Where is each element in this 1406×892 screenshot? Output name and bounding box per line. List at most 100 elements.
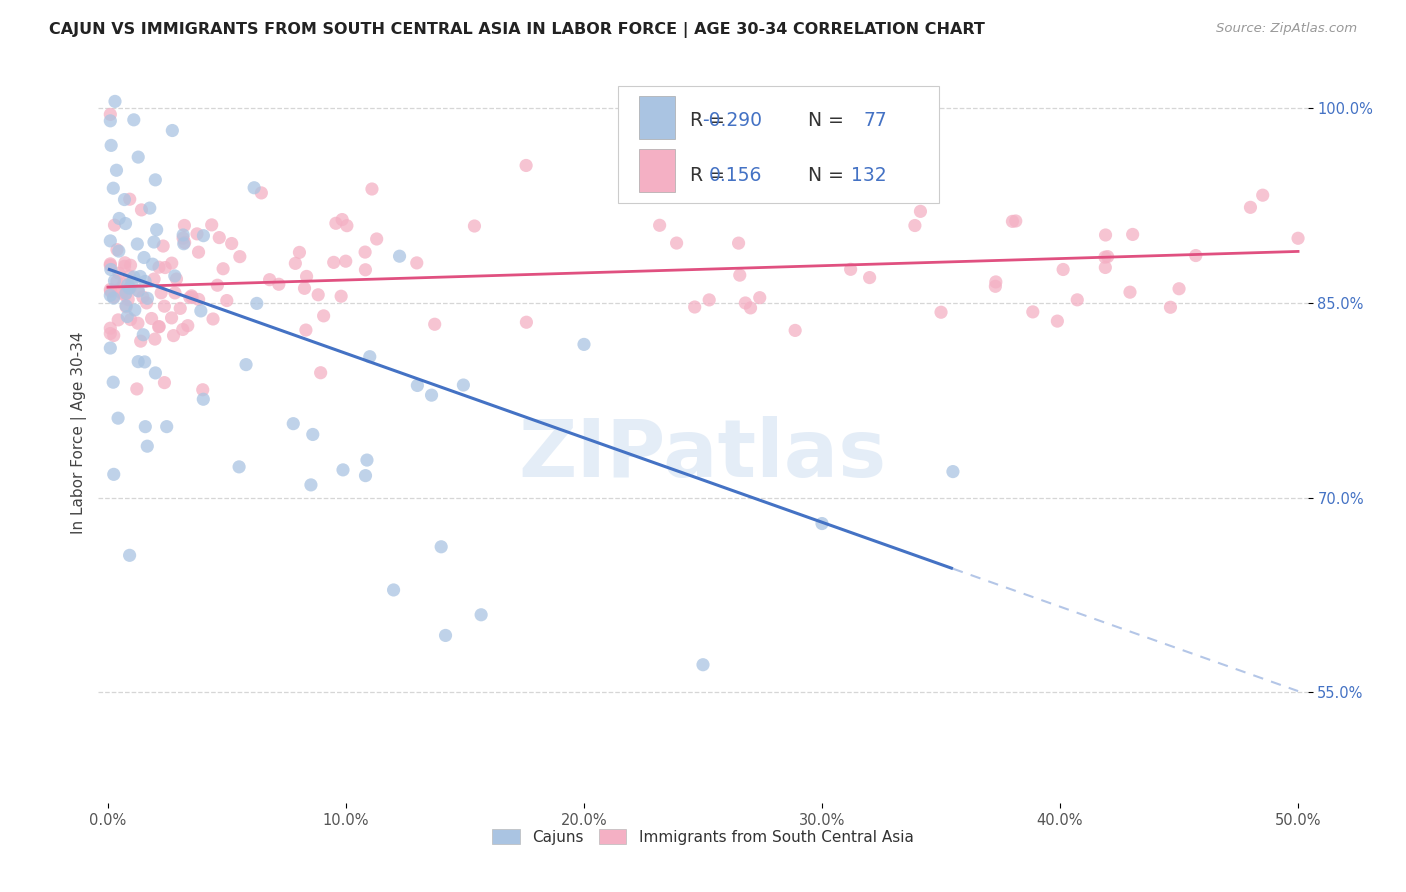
Point	[692, 657, 714, 672]
Point	[202, 312, 225, 326]
Point	[1239, 200, 1261, 214]
Point	[115, 299, 138, 313]
Point	[98, 326, 121, 341]
Point	[98, 321, 121, 335]
Point	[173, 236, 195, 251]
Point	[330, 289, 353, 303]
Text: CAJUN VS IMMIGRANTS FROM SOUTH CENTRAL ASIA IN LABOR FORCE | AGE 30-34 CORRELATI: CAJUN VS IMMIGRANTS FROM SOUTH CENTRAL A…	[49, 22, 986, 38]
Point	[335, 254, 357, 268]
Point	[201, 218, 224, 232]
Point	[98, 113, 121, 128]
Point	[785, 323, 807, 337]
Point	[120, 312, 142, 326]
Point	[420, 388, 443, 402]
Point	[208, 230, 231, 244]
Point	[1022, 305, 1045, 319]
Point	[382, 582, 405, 597]
Point	[108, 211, 131, 226]
Point	[160, 310, 183, 325]
Point	[115, 286, 138, 301]
Text: R =: R =	[690, 111, 724, 130]
Point	[98, 288, 121, 302]
Point	[152, 239, 174, 253]
Point	[330, 212, 353, 227]
Point	[1094, 250, 1116, 264]
Point	[169, 301, 191, 316]
Point	[98, 258, 121, 272]
Point	[294, 281, 316, 295]
Point	[103, 181, 125, 195]
Bar	[638, 149, 675, 192]
Point	[129, 269, 152, 284]
Point	[811, 516, 834, 531]
Point	[114, 217, 136, 231]
Point	[179, 291, 201, 305]
Point	[193, 228, 215, 243]
Point	[148, 319, 170, 334]
Point	[163, 268, 186, 283]
Point	[1046, 314, 1069, 328]
Point	[107, 411, 129, 425]
Point	[127, 284, 149, 298]
Point	[405, 256, 427, 270]
Point	[177, 318, 200, 333]
Point	[727, 236, 749, 251]
Point	[470, 607, 492, 622]
Point	[136, 291, 159, 305]
Point	[107, 283, 129, 297]
Point	[1251, 188, 1274, 202]
Point	[114, 288, 136, 302]
Point	[98, 257, 121, 271]
Point	[212, 261, 235, 276]
Point	[1094, 260, 1116, 275]
Point	[143, 272, 166, 286]
Point	[332, 463, 354, 477]
Point	[267, 277, 290, 292]
Point	[180, 289, 202, 303]
Text: N =: N =	[808, 166, 844, 185]
Point	[186, 227, 208, 241]
Point	[135, 296, 157, 310]
Point	[235, 358, 257, 372]
Point	[172, 227, 194, 242]
Text: 132: 132	[851, 166, 887, 185]
Point	[163, 285, 186, 300]
Text: R =: R =	[690, 166, 724, 185]
Point	[406, 378, 429, 392]
Point	[942, 465, 965, 479]
Point	[118, 281, 141, 295]
Point	[98, 107, 121, 121]
Point	[150, 285, 173, 300]
Point	[132, 251, 155, 265]
Point	[103, 467, 125, 482]
Point	[143, 173, 166, 187]
Point	[181, 290, 204, 304]
Bar	[638, 96, 675, 139]
Point	[1094, 227, 1116, 242]
Point	[105, 274, 128, 288]
Point	[115, 300, 138, 314]
Point	[107, 313, 129, 327]
Point	[354, 262, 377, 277]
Text: -0.290: -0.290	[702, 111, 762, 130]
Point	[105, 243, 128, 257]
Point	[120, 280, 142, 294]
Point	[984, 279, 1007, 293]
Point	[301, 427, 323, 442]
Text: 77: 77	[863, 111, 887, 130]
Point	[354, 245, 377, 260]
Point	[134, 275, 156, 289]
Point	[132, 327, 155, 342]
FancyBboxPatch shape	[619, 87, 939, 203]
Point	[103, 218, 125, 232]
Point	[172, 231, 194, 245]
Point	[145, 223, 167, 237]
Y-axis label: In Labor Force | Age 30-34: In Labor Force | Age 30-34	[72, 331, 87, 534]
Point	[104, 95, 127, 109]
Point	[193, 392, 215, 407]
Point	[127, 354, 149, 368]
Point	[430, 540, 453, 554]
Point	[299, 478, 322, 492]
Point	[136, 439, 159, 453]
Point	[153, 376, 176, 390]
